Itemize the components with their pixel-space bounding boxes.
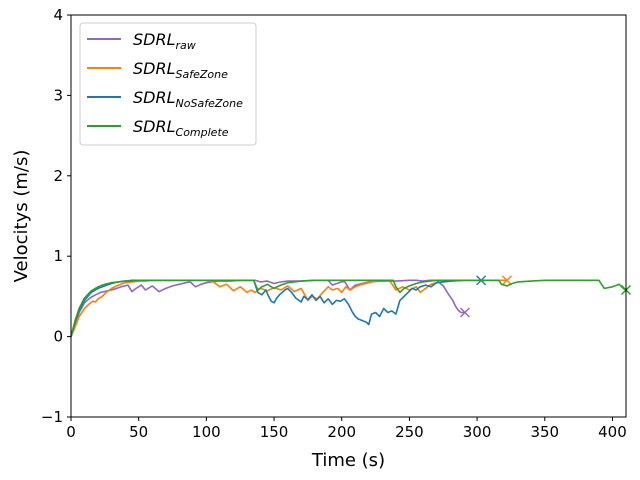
- x-tick-label: 150: [260, 423, 289, 441]
- x-tick-label: 50: [129, 423, 148, 441]
- legend: SDRLrawSDRLSafeZoneSDRLNoSafeZoneSDRLCom…: [79, 22, 257, 146]
- legend-label-subscript: raw: [176, 39, 196, 52]
- series-line-safezone: [70, 279, 507, 337]
- series-line-complete: [70, 279, 627, 337]
- legend-label-name: SDRL: [133, 30, 176, 49]
- x-tick-label: 300: [463, 423, 492, 441]
- legend-label: SDRLSafeZone: [133, 59, 228, 81]
- legend-label-name: SDRL: [133, 88, 176, 107]
- y-axis-title: Velocitys (m/s): [11, 150, 32, 283]
- x-axis-title: Time (s): [311, 450, 385, 471]
- legend-item-complete: SDRLComplete: [87, 117, 229, 139]
- legend-frame: [79, 22, 257, 146]
- x-tick-label: 400: [598, 423, 627, 441]
- plot-frame: [70, 14, 627, 418]
- x-tick-label: 100: [192, 423, 221, 441]
- y-tick-label: 2: [53, 167, 63, 185]
- end-marker-raw: [459, 307, 470, 318]
- legend-label: SDRLComplete: [133, 117, 229, 139]
- legend-item-raw: SDRLraw: [87, 30, 196, 52]
- end-marker-safezone: [501, 275, 512, 286]
- x-tick-label: 0: [66, 423, 76, 441]
- x-tick-label: 250: [395, 423, 424, 441]
- legend-label-name: SDRL: [133, 59, 176, 78]
- legend-label: SDRLraw: [133, 30, 196, 52]
- y-tick-label: 1: [53, 247, 63, 265]
- x-tick-label: 200: [327, 423, 356, 441]
- legend-item-nosafezone: SDRLNoSafeZone: [87, 88, 243, 110]
- legend-item-safezone: SDRLSafeZone: [87, 59, 228, 81]
- y-tick-label: 3: [53, 86, 63, 104]
- series-layer: [70, 275, 631, 337]
- legend-label-subscript: Complete: [176, 126, 229, 139]
- legend-label-name: SDRL: [133, 117, 176, 136]
- y-tick-label: 4: [53, 6, 63, 24]
- x-tick-label: 350: [530, 423, 559, 441]
- legend-label-subscript: NoSafeZone: [176, 97, 244, 110]
- legend-label-subscript: SafeZone: [176, 68, 229, 81]
- y-tick-label: 0: [53, 328, 63, 346]
- legend-label: SDRLNoSafeZone: [133, 88, 243, 110]
- y-tick-label: −1: [41, 408, 63, 426]
